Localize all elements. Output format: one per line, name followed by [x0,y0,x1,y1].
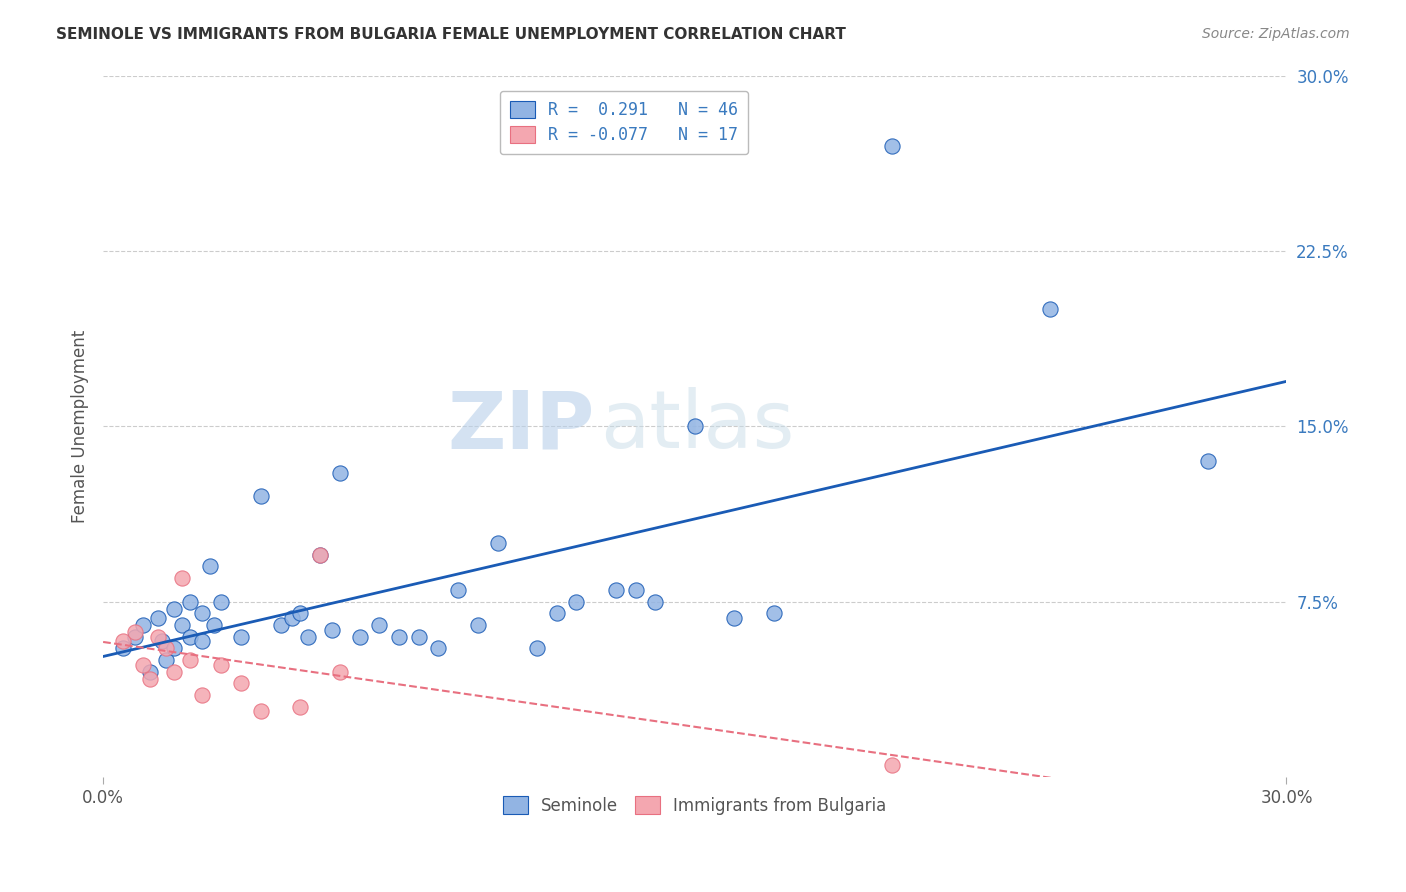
Point [190,634,212,648]
Point [297,630,319,644]
Point [124,624,146,639]
Text: atlas: atlas [600,387,794,466]
Point [762,606,785,620]
Point [427,641,450,656]
Point [270,618,292,632]
Point [231,630,253,644]
Point [190,606,212,620]
Point [250,705,273,719]
Text: Source: ZipAtlas.com: Source: ZipAtlas.com [1202,27,1350,41]
Point [198,559,221,574]
Point [683,419,706,434]
Point [250,489,273,503]
Point [111,641,134,656]
Point [644,594,666,608]
Point [723,611,745,625]
Point [329,665,352,679]
Point [139,665,162,679]
Point [447,582,470,597]
Point [290,606,312,620]
Point [546,606,568,620]
Point [281,611,304,625]
Point [290,699,312,714]
Point [231,676,253,690]
Point [467,618,489,632]
Point [349,630,371,644]
Point [605,582,627,597]
Point [179,630,201,644]
Point [155,641,177,656]
Point [1197,454,1219,468]
Y-axis label: Female Unemployment: Female Unemployment [72,329,89,523]
Point [1039,302,1062,317]
Point [624,582,647,597]
Point [329,466,352,480]
Point [131,657,153,672]
Point [148,630,170,644]
Point [211,594,233,608]
Point [179,653,201,667]
Point [139,672,162,686]
Text: SEMINOLE VS IMMIGRANTS FROM BULGARIA FEMALE UNEMPLOYMENT CORRELATION CHART: SEMINOLE VS IMMIGRANTS FROM BULGARIA FEM… [56,27,846,42]
Point [155,653,177,667]
Legend: Seminole, Immigrants from Bulgaria: Seminole, Immigrants from Bulgaria [494,787,897,824]
Point [565,594,588,608]
Point [179,594,201,608]
Point [321,623,343,637]
Point [211,657,233,672]
Point [150,634,173,648]
Point [408,630,430,644]
Point [170,618,193,632]
Text: ZIP: ZIP [447,387,595,466]
Point [163,665,186,679]
Point [202,618,225,632]
Point [190,688,212,702]
Point [131,618,153,632]
Point [526,641,548,656]
Point [880,758,903,772]
Point [148,611,170,625]
Point [163,641,186,656]
Point [163,601,186,615]
Point [111,634,134,648]
Point [486,536,509,550]
Point [170,571,193,585]
Point [309,548,332,562]
Point [124,630,146,644]
Point [368,618,391,632]
Point [388,630,411,644]
Point [880,138,903,153]
Point [309,548,332,562]
